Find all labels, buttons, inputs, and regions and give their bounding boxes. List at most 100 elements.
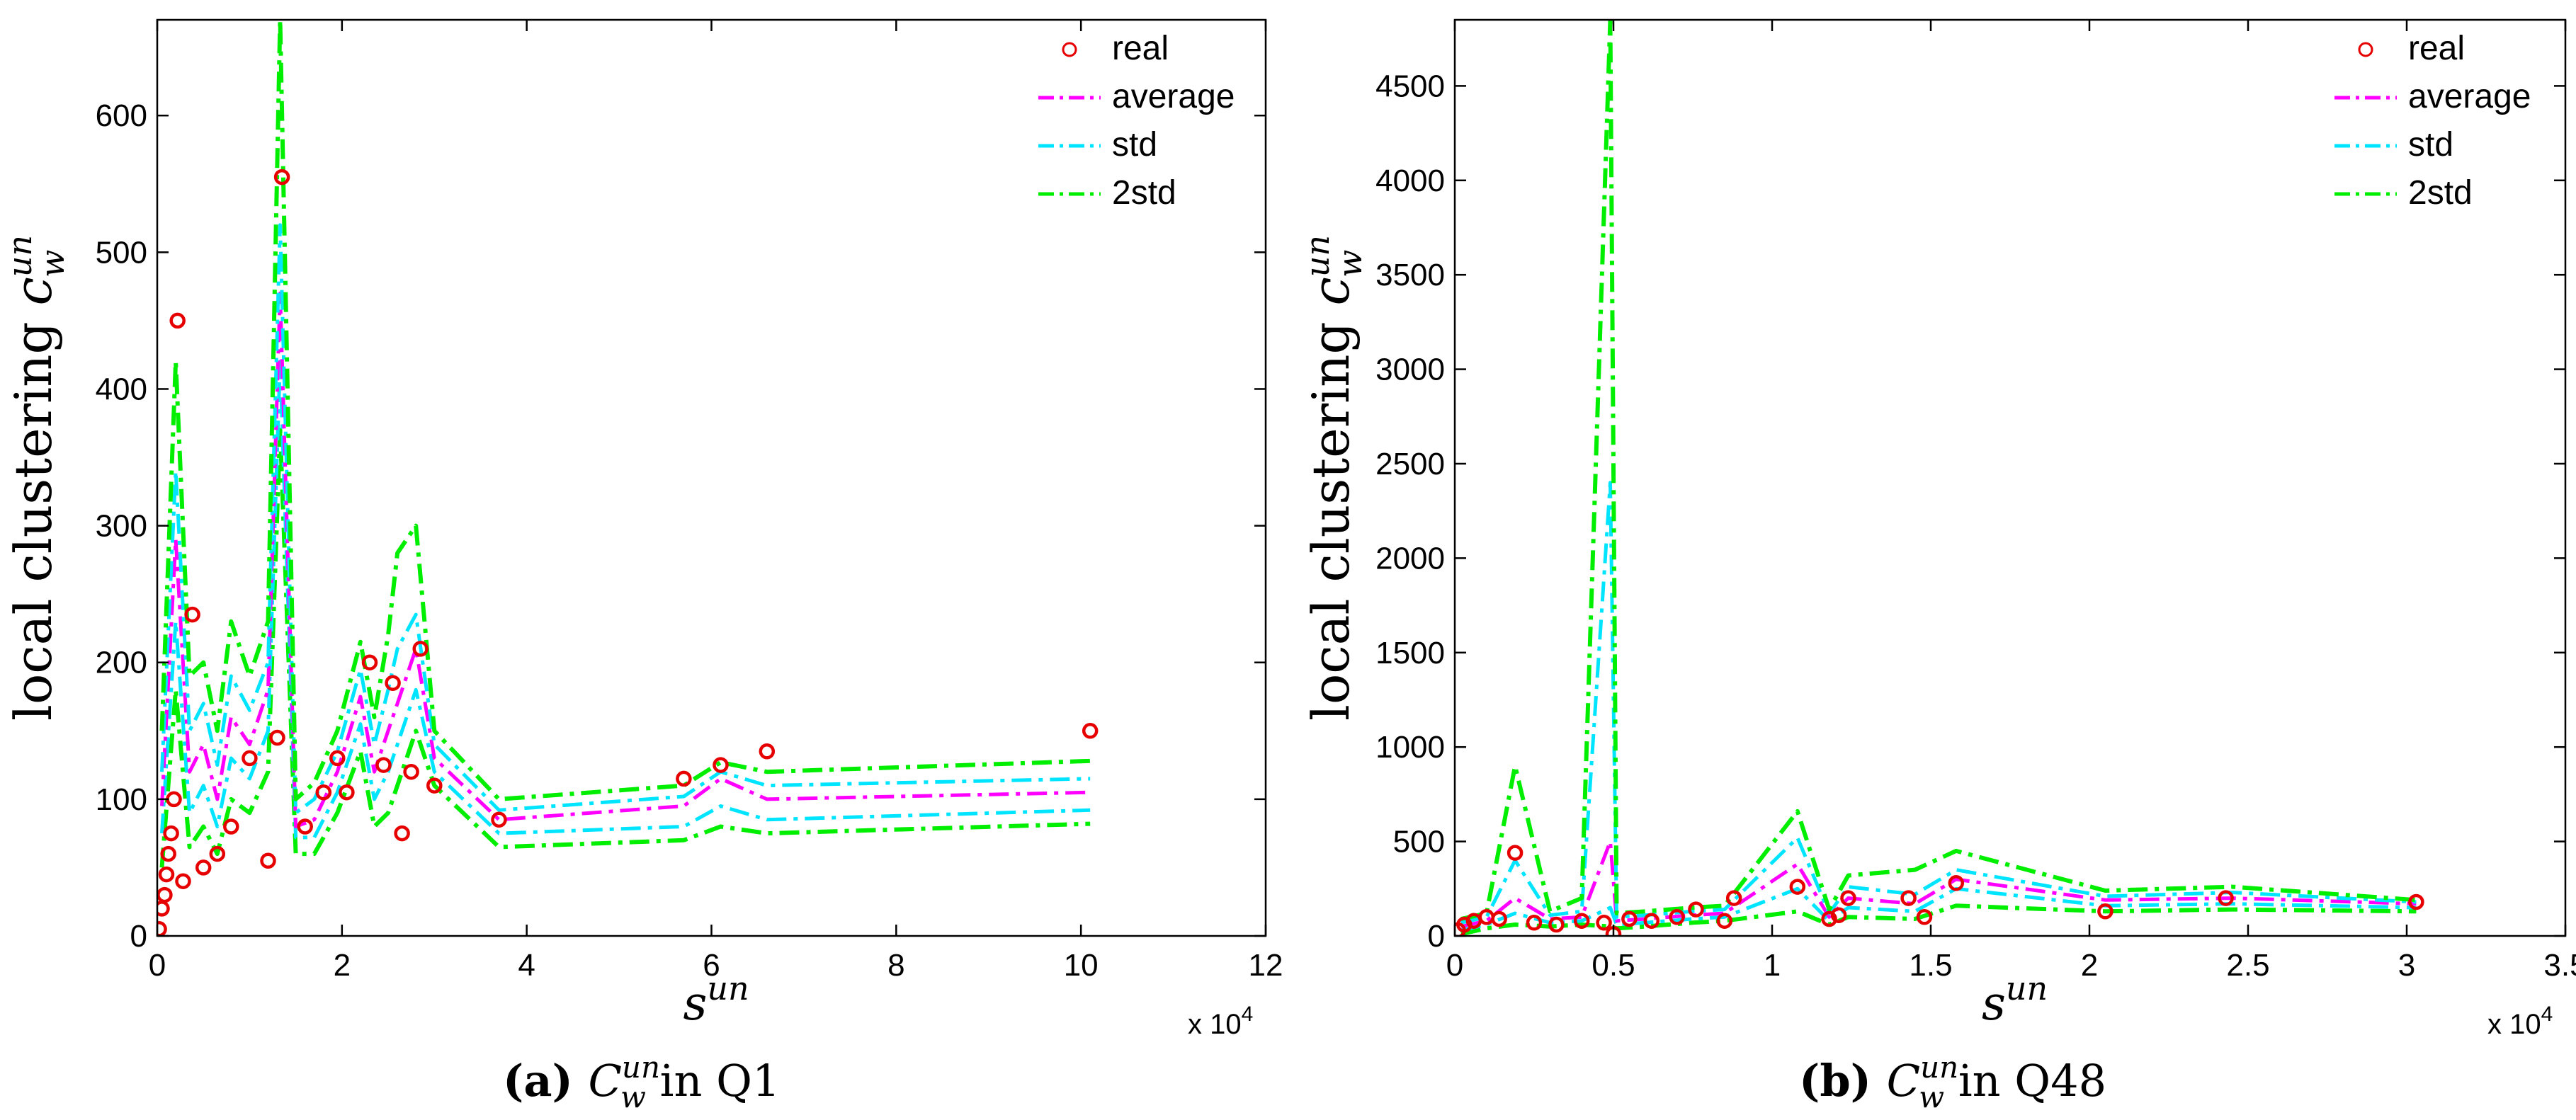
series-line-std-lower	[1460, 886, 2417, 932]
real-point	[1082, 723, 1099, 739]
caption-b: (b) Cun w in Q48	[1799, 1050, 2106, 1114]
y-tick-label: 4500	[1375, 69, 1445, 103]
x-tick-label: 0.5	[1591, 948, 1635, 983]
real-point	[315, 784, 332, 801]
x-label-sup: un	[707, 969, 749, 1007]
legend-label-2std: 2std	[2408, 174, 2473, 212]
x-multiplier-b: x 104	[2487, 1002, 2553, 1040]
caption-sub: w	[1919, 1080, 1944, 1114]
x-tick-label: 10	[1064, 948, 1099, 983]
real-point	[375, 757, 392, 773]
real-point	[223, 818, 239, 835]
y-tick-label: 200	[96, 646, 147, 680]
y-label-sup: un	[1, 235, 39, 277]
y-label-text: local clustering	[4, 306, 63, 721]
real-point	[1669, 909, 1685, 925]
x-axis-label-b: sun	[1982, 969, 2048, 1031]
real-point	[2218, 890, 2234, 906]
series-line-std-upper	[160, 223, 1091, 815]
legend-a: real average std 2std	[1038, 30, 1235, 212]
caption-sup: un	[622, 1050, 660, 1085]
real-point	[426, 777, 443, 794]
real-point	[1900, 890, 1917, 906]
real-point	[394, 825, 410, 842]
real-point	[1548, 916, 1565, 933]
real-point	[163, 825, 179, 842]
series-line-average	[1460, 840, 2417, 929]
y-tick-label: 500	[1393, 825, 1445, 859]
y-tick-label: 100	[96, 782, 147, 817]
real-point	[1596, 915, 1612, 931]
real-point	[1491, 910, 1507, 927]
real-point	[1688, 901, 1704, 918]
y-tick-label: 4000	[1375, 164, 1445, 198]
series-line-average	[160, 291, 1091, 828]
y-label-sup: un	[1298, 235, 1337, 277]
y-tick-label: 0	[1428, 919, 1445, 954]
legend-label-std: std	[2408, 126, 2453, 164]
series-line-2std-upper	[1460, 20, 2417, 921]
real-point	[676, 770, 692, 787]
real-point	[195, 859, 212, 876]
x-label-base: s	[683, 976, 708, 1031]
y-tick-label: 400	[96, 372, 147, 406]
real-point	[1573, 913, 1590, 929]
y-label-sub: w	[1331, 250, 1369, 278]
legend-label-std: std	[1112, 126, 1157, 164]
real-point	[1916, 909, 1933, 925]
real-point	[329, 750, 346, 767]
series-line-2std-upper	[159, 20, 1091, 801]
real-point	[1830, 907, 1847, 923]
x-tick-label: 1	[1764, 948, 1781, 983]
x-tick-label: 2.5	[2226, 948, 2269, 983]
y-tick-label: 2500	[1375, 447, 1445, 481]
y-tick-label: 3000	[1375, 353, 1445, 387]
real-point	[297, 818, 313, 835]
real-point	[491, 811, 507, 828]
x-tick-label: 3.5	[2543, 948, 2576, 983]
x-multiplier-base: x 10	[1188, 1009, 1242, 1040]
legend-marker-real	[2358, 42, 2373, 57]
x-tick-label: 0	[149, 948, 166, 983]
real-point	[169, 312, 186, 329]
y-tick-label: 500	[96, 235, 147, 270]
real-point	[759, 743, 776, 760]
real-point	[260, 852, 276, 869]
real-point	[2097, 903, 2113, 920]
chart-panel-b: 0 0.5 1 1.5 2 2.5 3 3.5 0 500 1000 1500 2000 2500 3000…	[1298, 18, 2576, 1114]
caption-symbol: C	[588, 1055, 621, 1107]
x-multiplier-base: x 10	[2487, 1009, 2541, 1040]
real-point	[1948, 875, 1965, 891]
real-point	[184, 606, 200, 623]
real-point	[403, 763, 419, 780]
real-point	[166, 791, 182, 808]
real-point	[1725, 890, 1742, 906]
y-label-symbol: c	[1301, 277, 1361, 305]
y-tick-label: 3500	[1375, 258, 1445, 292]
legend-label-average: average	[1112, 78, 1235, 115]
x-tick-label: 4	[518, 948, 535, 983]
real-point	[339, 784, 355, 801]
real-point	[1478, 909, 1495, 925]
y-tick-label: 2000	[1375, 541, 1445, 576]
caption-label: (b)	[1799, 1055, 1887, 1107]
axis-ticks-b: 0 0.5 1 1.5 2 2.5 3 3.5 0 500 1000 1500 2000 2500 3000…	[1375, 20, 2576, 983]
real-point	[412, 641, 429, 657]
plot-frame-b	[1453, 18, 2567, 937]
x-tick-label: 2	[334, 948, 351, 983]
real-point	[713, 757, 729, 773]
y-label-symbol: c	[4, 277, 63, 305]
legend-label-average: average	[2408, 78, 2531, 115]
real-point	[175, 873, 191, 889]
real-point	[2408, 893, 2424, 910]
real-point	[269, 729, 285, 746]
axis-ticks-a: 0 2 4 6 8 10 12 0 100 200 300 400 500 600	[96, 20, 1283, 983]
legend-label-real: real	[1112, 30, 1169, 67]
x-multiplier-a: x 104	[1188, 1002, 1253, 1040]
y-axis-label-a: local clustering cunw	[1, 235, 72, 721]
series-line-std-upper	[1460, 481, 2417, 925]
real-point	[1716, 913, 1733, 929]
x-axis-label-a: sun	[683, 969, 749, 1031]
caption-text: in Q48	[1944, 1055, 2106, 1107]
